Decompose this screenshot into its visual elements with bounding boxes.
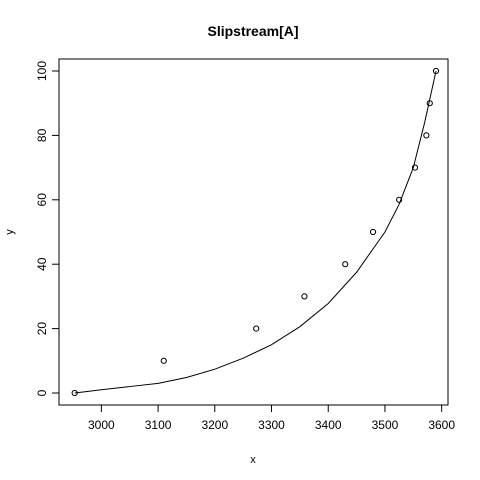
y-tick-label: 100 (35, 61, 49, 81)
data-points (71, 67, 440, 397)
x-tick-label: 3000 (88, 418, 115, 432)
y-axis: 0 20 40 60 80 100 (35, 61, 60, 396)
y-tick-label: 80 (35, 128, 49, 142)
data-point (426, 100, 433, 107)
y-tick-label: 0 (35, 389, 49, 396)
x-tick-label: 3100 (145, 418, 172, 432)
data-point (253, 325, 260, 332)
x-axis: 3000 3100 3200 3300 3400 3500 3600 (88, 404, 455, 432)
x-tick-label: 3200 (201, 418, 228, 432)
data-point (369, 228, 377, 236)
x-tick-label: 3600 (428, 418, 455, 432)
data-point (411, 164, 419, 171)
y-tick-label: 40 (35, 257, 49, 271)
data-point (301, 293, 308, 300)
y-axis-label: y (4, 229, 16, 235)
fit-curve-line (74, 70, 437, 394)
x-tick-label: 3400 (315, 418, 342, 432)
x-tick-label: 3300 (258, 418, 285, 432)
data-point (342, 261, 349, 268)
data-point (160, 357, 167, 364)
data-point (423, 132, 430, 139)
data-point (71, 389, 78, 397)
y-tick-label: 20 (35, 322, 49, 336)
data-point (432, 67, 440, 75)
x-axis-label: x (250, 454, 256, 466)
x-tick-label: 3500 (372, 418, 399, 432)
data-point (396, 196, 403, 203)
chart-title: Slipstream[A] (207, 23, 298, 39)
y-tick-label: 60 (35, 193, 49, 207)
